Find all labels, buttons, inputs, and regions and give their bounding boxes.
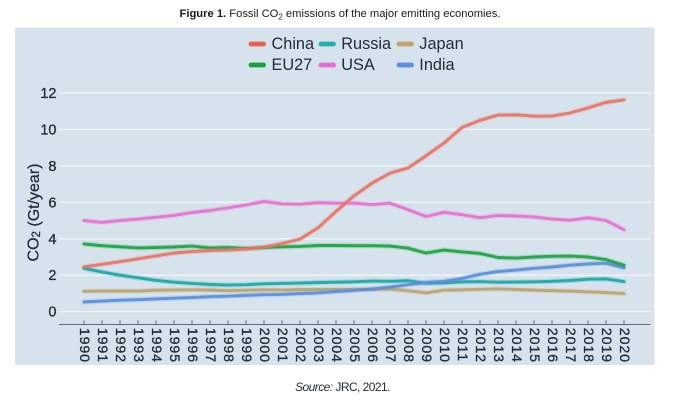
svg-text:Figure 1. Fossil CO2 emissions: Figure 1. Fossil CO2 emissions of the ma… bbox=[180, 8, 501, 22]
svg-text:EU27: EU27 bbox=[272, 56, 313, 74]
svg-text:2011: 2011 bbox=[454, 328, 470, 362]
svg-text:2019: 2019 bbox=[598, 328, 614, 363]
svg-text:1999: 1999 bbox=[238, 328, 254, 363]
svg-text:8: 8 bbox=[48, 159, 56, 175]
svg-text:2002: 2002 bbox=[292, 328, 308, 363]
svg-text:12: 12 bbox=[40, 86, 56, 102]
svg-text:2000: 2000 bbox=[256, 328, 272, 363]
svg-text:Russia: Russia bbox=[341, 35, 392, 53]
svg-text:Japan: Japan bbox=[419, 35, 463, 53]
svg-text:1995: 1995 bbox=[166, 328, 182, 363]
svg-text:1997: 1997 bbox=[202, 328, 218, 363]
svg-text:2003: 2003 bbox=[310, 328, 326, 363]
svg-text:1996: 1996 bbox=[184, 328, 200, 363]
svg-text:2016: 2016 bbox=[544, 328, 560, 363]
svg-text:1990: 1990 bbox=[76, 328, 92, 363]
svg-text:2005: 2005 bbox=[346, 328, 362, 363]
svg-text:1998: 1998 bbox=[220, 328, 236, 363]
svg-text:2014: 2014 bbox=[508, 328, 524, 363]
svg-text:1993: 1993 bbox=[130, 328, 146, 363]
svg-text:CO2 (Gt/year): CO2 (Gt/year) bbox=[25, 164, 43, 262]
svg-text:USA: USA bbox=[341, 56, 375, 74]
svg-text:2012: 2012 bbox=[472, 328, 488, 363]
svg-text:2008: 2008 bbox=[400, 328, 416, 363]
svg-text:2006: 2006 bbox=[364, 328, 380, 363]
svg-text:1992: 1992 bbox=[112, 328, 128, 363]
svg-text:10: 10 bbox=[40, 122, 56, 138]
svg-text:2007: 2007 bbox=[382, 328, 398, 363]
svg-text:India: India bbox=[419, 56, 455, 74]
svg-text:2001: 2001 bbox=[274, 328, 290, 363]
svg-text:China: China bbox=[272, 35, 315, 53]
svg-text:2017: 2017 bbox=[562, 328, 578, 363]
svg-text:6: 6 bbox=[48, 195, 56, 211]
svg-text:2009: 2009 bbox=[418, 328, 434, 363]
svg-text:2015: 2015 bbox=[526, 328, 542, 363]
svg-text:0: 0 bbox=[48, 305, 56, 321]
svg-text:2018: 2018 bbox=[580, 328, 596, 363]
svg-text:4: 4 bbox=[48, 232, 56, 248]
svg-text:Source: JRC, 2021.: Source: JRC, 2021. bbox=[295, 380, 390, 394]
svg-text:2: 2 bbox=[48, 268, 56, 284]
svg-text:1994: 1994 bbox=[148, 328, 164, 363]
svg-text:2004: 2004 bbox=[328, 328, 344, 363]
svg-text:1991: 1991 bbox=[94, 328, 110, 363]
svg-text:2013: 2013 bbox=[490, 328, 506, 363]
svg-text:2010: 2010 bbox=[436, 328, 452, 363]
svg-text:2020: 2020 bbox=[616, 328, 632, 363]
